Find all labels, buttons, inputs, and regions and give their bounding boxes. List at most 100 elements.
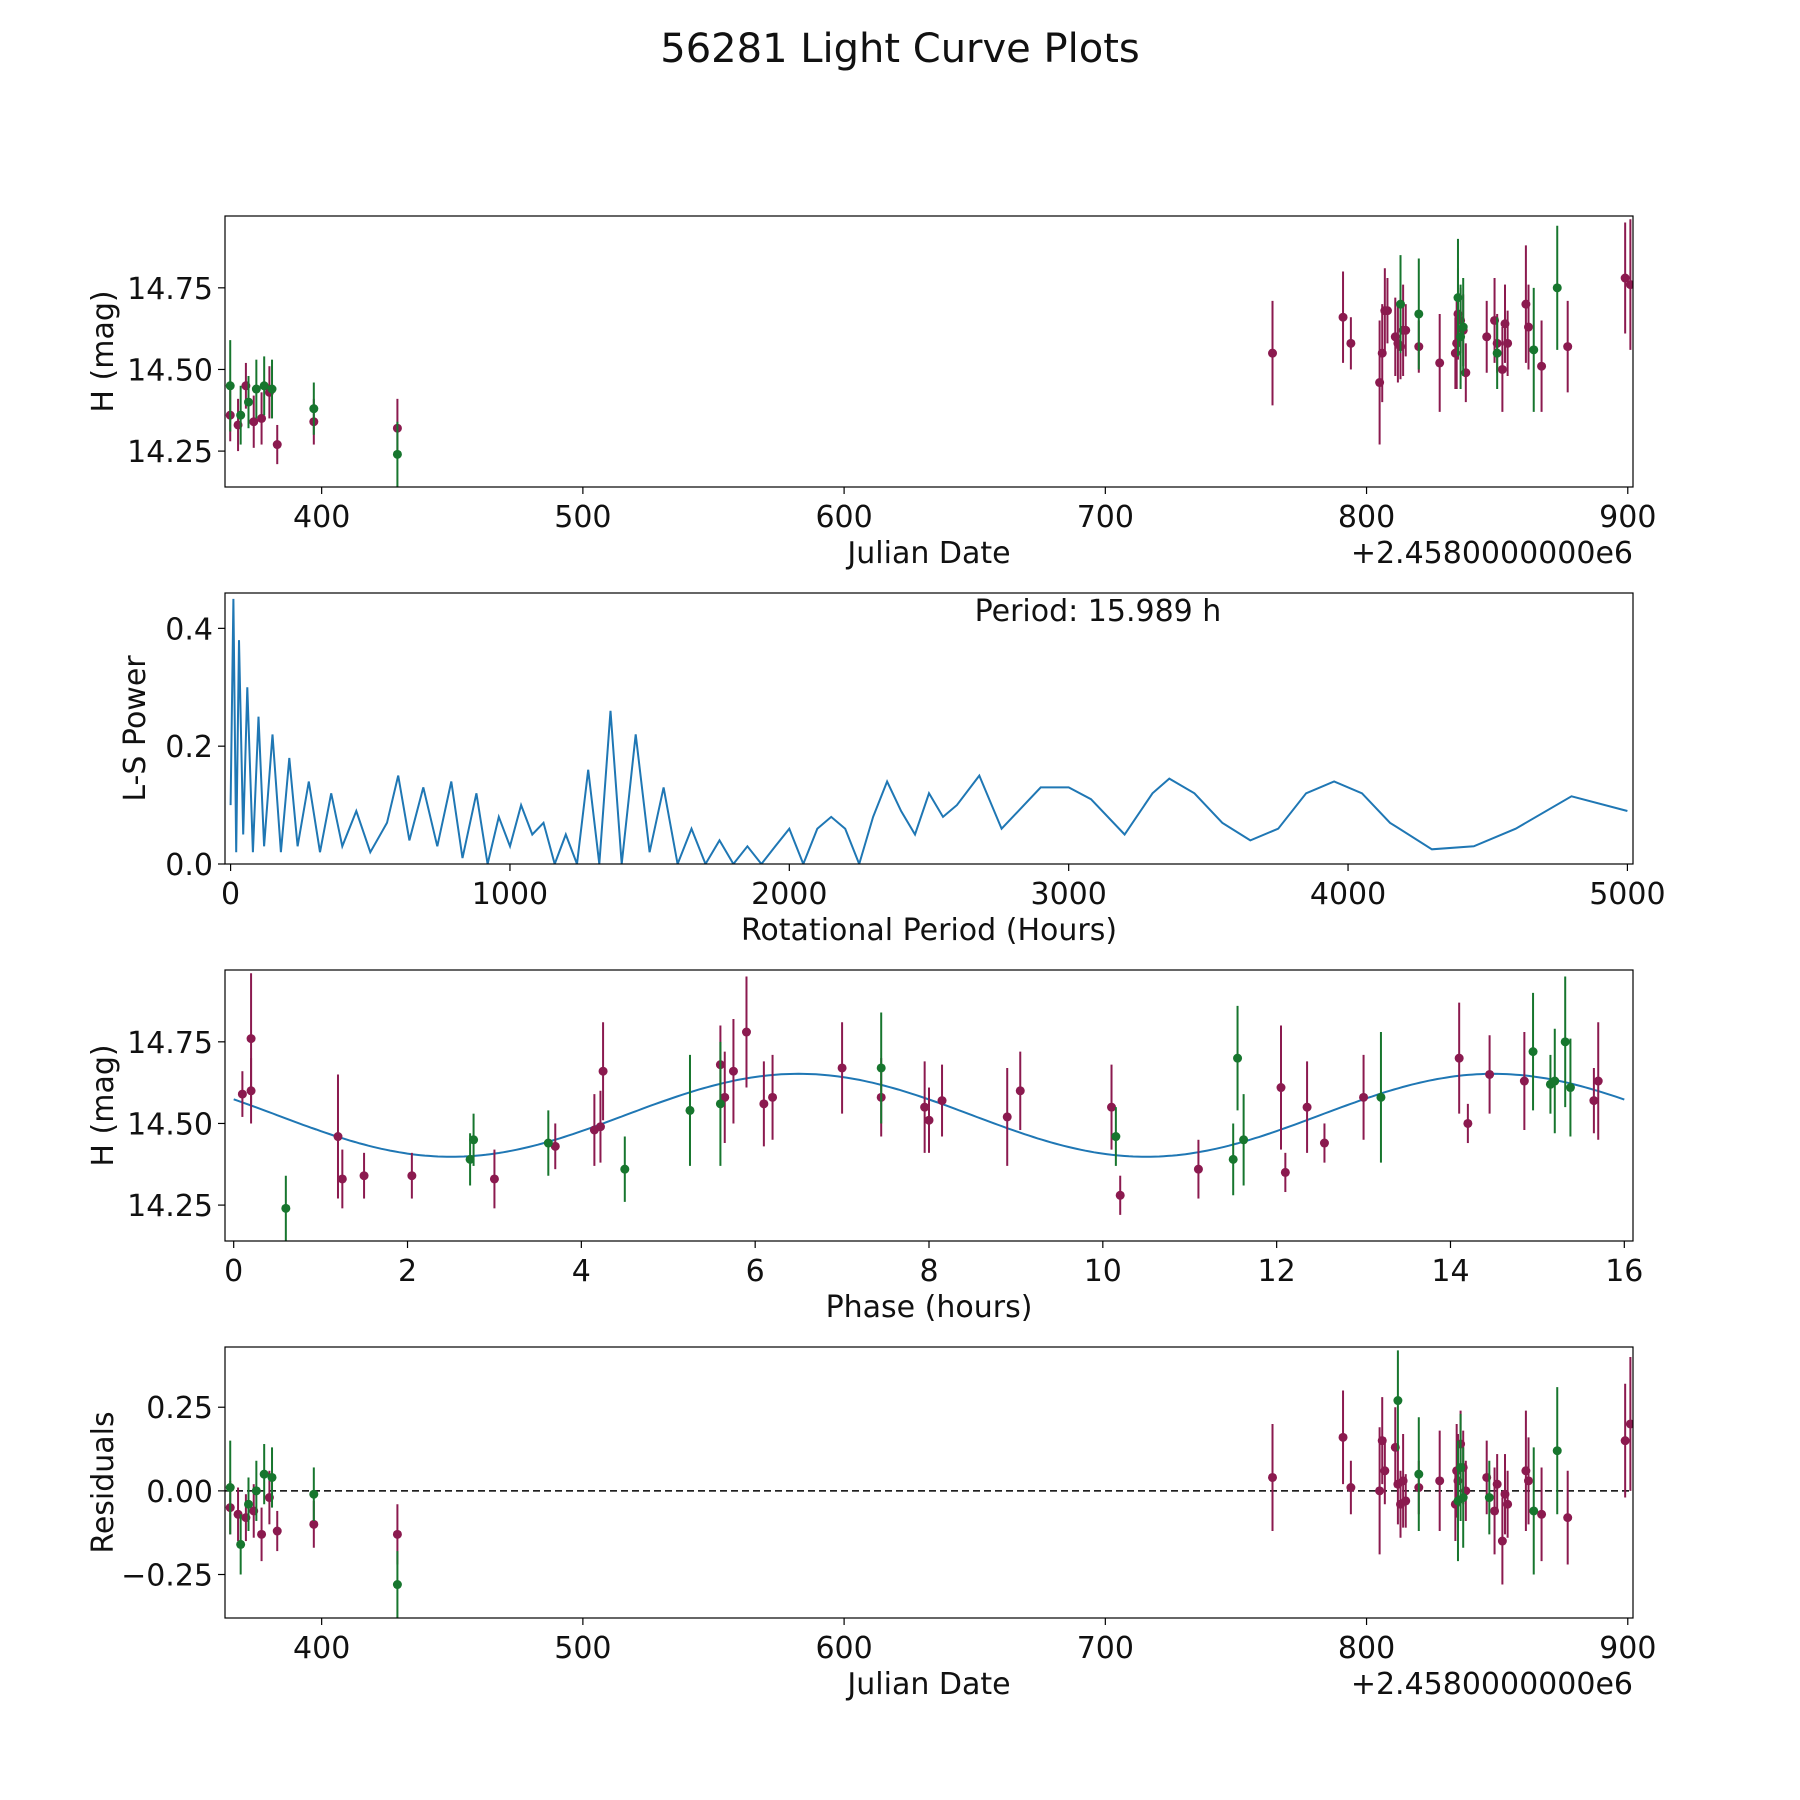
residuals-point-red: [272, 1526, 282, 1536]
phased-point-red: [489, 1174, 499, 1184]
phased-xtick-label: 6: [746, 1254, 765, 1289]
lightcurve-ytick-label: 14.50: [127, 353, 213, 388]
phased-point-green: [685, 1105, 695, 1115]
periodogram-xtick-label: 2000: [751, 877, 827, 912]
residuals-point-red: [1346, 1483, 1356, 1493]
residuals-point-red: [1625, 1419, 1633, 1429]
lightcurve-point-green: [1492, 348, 1502, 358]
phased-point-red: [237, 1089, 247, 1099]
lightcurve-point-red: [1620, 273, 1630, 283]
residuals-point-green: [1529, 1506, 1539, 1516]
phased-point-green: [1233, 1053, 1243, 1063]
lightcurve-point-green: [1414, 309, 1424, 319]
lightcurve-point-red: [1497, 364, 1507, 374]
lightcurve-point-red: [1482, 332, 1492, 342]
residuals-point-red: [309, 1519, 319, 1529]
residuals-point-red: [1380, 1466, 1390, 1476]
residuals-xtick-label: 800: [1338, 1631, 1395, 1666]
phased-point-red: [1002, 1112, 1012, 1122]
residuals-point-red: [1524, 1476, 1534, 1486]
lightcurve-panel: 400 500 600 700 800 900 14.25 14.50 14.75 Julian …: [86, 215, 1656, 571]
periodogram-panel: 0 1000 2000 3000 4000 5000 0.0 0.2 0.4 Rotational…: [118, 592, 1666, 948]
phased-point-red: [550, 1141, 560, 1151]
phased-point-red: [1015, 1086, 1025, 1096]
lightcurve-xtick-label: 800: [1338, 500, 1395, 535]
phased-point-red: [595, 1122, 605, 1132]
lightcurve-point-red: [1524, 322, 1534, 332]
residuals-point-red: [1620, 1436, 1630, 1446]
residuals-point-red: [392, 1529, 402, 1539]
phased-point-green: [1239, 1135, 1249, 1145]
lightcurve-point-green: [259, 381, 269, 391]
residuals-point-red: [1497, 1536, 1507, 1546]
lightcurve-point-green: [1396, 299, 1406, 309]
lightcurve-point-green: [1529, 345, 1539, 355]
lightcurve-point-red: [1537, 361, 1547, 371]
residuals-xtick-label: 900: [1599, 1631, 1656, 1666]
phased-point-red: [337, 1174, 347, 1184]
periodogram-xtick-label: 0: [221, 877, 240, 912]
phased-point-green: [469, 1135, 479, 1145]
phased-point-green: [1550, 1076, 1560, 1086]
residuals-ytick-label: −0.25: [121, 1559, 213, 1594]
residuals-point-red: [1375, 1486, 1385, 1496]
lightcurve-point-red: [1563, 342, 1573, 352]
lightcurve-xtick-label: 500: [554, 500, 611, 535]
phased-xtick-label: 10: [1084, 1254, 1122, 1289]
lightcurve-point-green: [225, 381, 235, 391]
phased-point-red: [1276, 1083, 1286, 1093]
phased-point-red: [1359, 1092, 1369, 1102]
residuals-point-green: [251, 1486, 261, 1496]
lightcurve-point-red: [1503, 338, 1513, 348]
periodogram-plot-area: [229, 598, 1628, 864]
lightcurve-point-green: [236, 410, 246, 420]
phased-plot-area: [233, 973, 1625, 1241]
lightcurve-point-green: [309, 404, 319, 414]
phased-point-green: [281, 1203, 291, 1213]
lightcurve-ytick-label: 14.75: [127, 272, 213, 307]
phased-xtick-label: 4: [572, 1254, 591, 1289]
lightcurve-xtick-label: 400: [293, 500, 350, 535]
phased-point-green: [876, 1063, 886, 1073]
phased-point-red: [1115, 1190, 1125, 1200]
lightcurve-point-red: [1435, 358, 1445, 368]
phased-point-red: [1280, 1167, 1290, 1177]
phased-point-red: [728, 1066, 738, 1076]
phased-point-red: [1463, 1118, 1473, 1128]
phased-point-red: [1302, 1102, 1312, 1112]
periodogram-xtick-label: 5000: [1589, 877, 1665, 912]
residuals-xtick-label: 400: [293, 1631, 350, 1666]
phased-point-red: [924, 1115, 934, 1125]
phased-xlabel: Phase (hours): [826, 1290, 1033, 1325]
residuals-point-green: [392, 1580, 402, 1590]
phased-point-red: [1107, 1102, 1117, 1112]
phased-point-green: [543, 1138, 553, 1148]
periodogram-ytick-label: 0.0: [165, 848, 213, 883]
phased-point-red: [598, 1066, 608, 1076]
phased-point-red: [359, 1171, 369, 1181]
lightcurve-xlabel: Julian Date: [845, 536, 1010, 571]
residuals-panel: 400 500 600 700 800 900 0.25 0.00 −0.25 Julian Da…: [86, 1346, 1656, 1702]
residuals-point-green: [1552, 1446, 1562, 1456]
phased-point-red: [1593, 1076, 1603, 1086]
phased-xtick-label: 0: [224, 1254, 243, 1289]
periodogram-ylabel: L-S Power: [118, 655, 153, 802]
residuals-point-green: [1458, 1493, 1468, 1503]
lightcurve-ylabel: H (mag): [86, 290, 121, 412]
lightcurve-ytick-label: 14.25: [127, 435, 213, 470]
periodogram-xtick-label: 3000: [1031, 877, 1107, 912]
lightcurve-point-green: [392, 449, 402, 459]
lightcurve-point-green: [1458, 322, 1468, 332]
phased-xtick-label: 16: [1605, 1254, 1643, 1289]
phased-point-red: [1485, 1069, 1495, 1079]
lightcurve-point-green: [1552, 283, 1562, 293]
phased-point-green: [1228, 1154, 1238, 1164]
residuals-point-red: [1435, 1476, 1445, 1486]
residuals-point-red: [1338, 1432, 1348, 1442]
residuals-point-green: [267, 1472, 277, 1482]
residuals-axes-frame: [224, 1346, 1634, 1619]
periodogram-xlabel: Rotational Period (Hours): [741, 913, 1117, 948]
periodogram-ytick-label: 0.4: [165, 612, 213, 647]
residuals-point-red: [1563, 1513, 1573, 1523]
